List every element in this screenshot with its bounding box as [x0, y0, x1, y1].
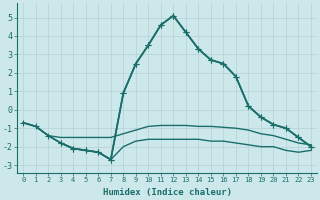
X-axis label: Humidex (Indice chaleur): Humidex (Indice chaleur) [103, 188, 232, 197]
